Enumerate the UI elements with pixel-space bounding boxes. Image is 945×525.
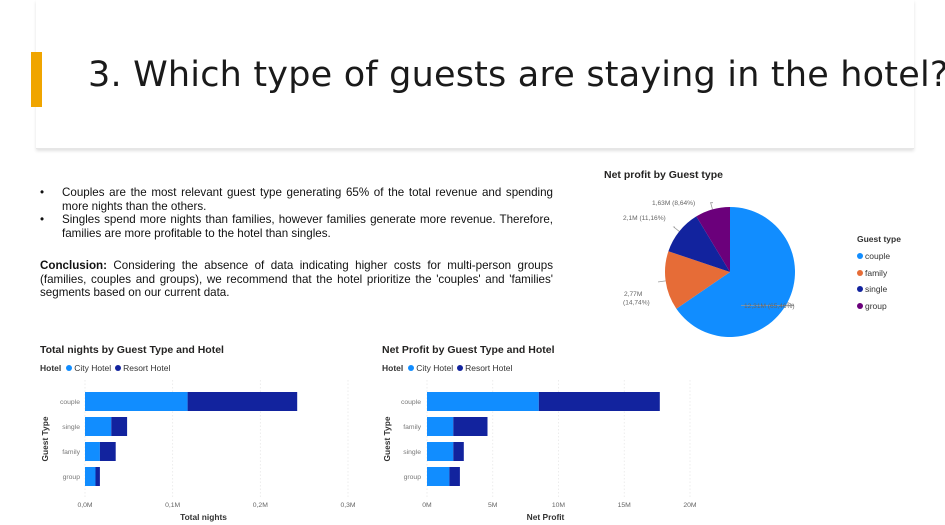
pie-legend[interactable]: Guest type couple family single group	[857, 234, 901, 314]
bullet-item: Couples are the most relevant guest type…	[40, 186, 553, 213]
pie-slice-group[interactable]	[696, 207, 730, 272]
legend-item-resort-hotel[interactable]: Resort Hotel	[115, 363, 170, 373]
bar-couple-city-hotel[interactable]	[85, 392, 188, 411]
y-tick-label: family	[403, 424, 421, 431]
bar-couple-resort-hotel[interactable]	[538, 392, 660, 411]
bar-group-resort-hotel[interactable]	[449, 467, 460, 486]
bar-group-city-hotel[interactable]	[85, 467, 96, 486]
bar-family-resort-hotel[interactable]	[453, 417, 488, 436]
x-tick-label: 10M	[552, 502, 566, 509]
profit-chart-title: Net Profit by Guest Type and Hotel	[382, 344, 555, 356]
legend-item-resort-hotel[interactable]: Resort Hotel	[457, 363, 512, 373]
bar-family-city-hotel[interactable]	[427, 417, 454, 436]
bar-single-resort-hotel[interactable]	[453, 442, 464, 461]
x-tick-label: 5M	[488, 502, 498, 509]
legend-label: City Hotel	[74, 363, 112, 373]
x-tick-label: 0M	[422, 502, 432, 509]
x-tick-label: 0,3M	[340, 502, 355, 509]
legend-dot-icon	[857, 253, 863, 260]
legend-item-city-hotel[interactable]: City Hotel	[408, 363, 453, 373]
slide-title: 3. Which type of guests are staying in t…	[88, 55, 945, 95]
pie-data-label: (14,74%)	[623, 300, 650, 307]
pie-leader-line	[658, 280, 666, 283]
legend-dot-icon	[857, 269, 863, 276]
conclusion-label: Conclusion:	[40, 259, 107, 272]
profit-chart-legend[interactable]: Hotel City Hotel Resort Hotel	[382, 363, 516, 373]
pie-leader-line	[672, 226, 680, 232]
y-tick-label: couple	[60, 399, 80, 406]
legend-item-group[interactable]: group	[857, 298, 901, 315]
legend-item-city-hotel[interactable]: City Hotel	[66, 363, 111, 373]
pie-leader-line	[741, 301, 794, 307]
bar-group-city-hotel[interactable]	[427, 467, 450, 486]
y-axis-label: Guest Type	[40, 416, 50, 461]
legend-title: Hotel	[382, 363, 404, 373]
pie-chart-title: Net profit by Guest type	[604, 169, 724, 181]
bar-single-resort-hotel[interactable]	[111, 417, 128, 436]
legend-item-couple[interactable]: couple	[857, 248, 901, 265]
legend-label: single	[865, 284, 888, 295]
pie-data-label: 2,1M (11,16%)	[623, 215, 666, 222]
pie-legend-title: Guest type	[857, 234, 901, 244]
y-tick-label: single	[403, 449, 421, 456]
pie-slice-family[interactable]	[665, 251, 730, 309]
x-tick-label: 20M	[683, 502, 697, 509]
legend-dot-icon	[857, 286, 863, 293]
legend-label: couple	[865, 251, 891, 262]
x-tick-label: 0,0M	[77, 502, 92, 509]
legend-label: group	[865, 300, 887, 311]
y-tick-label: group	[63, 474, 81, 481]
x-tick-label: 0,2M	[253, 502, 268, 509]
bullet-list: Couples are the most relevant guest type…	[40, 186, 553, 240]
bar-group-resort-hotel[interactable]	[95, 467, 100, 486]
legend-title: Hotel	[40, 363, 62, 373]
pie-data-label: 2,77M	[624, 291, 642, 298]
legend-item-single[interactable]: single	[857, 281, 901, 298]
bar-single-city-hotel[interactable]	[427, 442, 454, 461]
pie-data-label: 12,31M (65,46%)	[744, 303, 795, 310]
pie-slice-couple[interactable]	[676, 207, 796, 337]
y-tick-label: group	[404, 474, 422, 481]
bar-couple-city-hotel[interactable]	[427, 392, 539, 411]
bullet-item: Singles spend more nights than families,…	[40, 213, 553, 240]
x-tick-label: 15M	[618, 502, 632, 509]
legend-dot-icon	[408, 365, 415, 371]
bar-couple-resort-hotel[interactable]	[187, 392, 298, 411]
x-axis-label: Total nights	[180, 512, 227, 522]
bar-family-city-hotel[interactable]	[85, 442, 100, 461]
y-axis-label: Guest Type	[382, 416, 392, 461]
bar-single-city-hotel[interactable]	[85, 417, 112, 436]
legend-label: City Hotel	[416, 363, 454, 373]
nights-chart-title: Total nights by Guest Type and Hotel	[40, 344, 224, 356]
pie-leader-line	[710, 202, 713, 210]
title-accent-bar	[31, 52, 42, 107]
pie-data-label: 1,63M (8,64%)	[652, 200, 695, 207]
conclusion-paragraph: Conclusion: Considering the absence of d…	[40, 259, 553, 300]
bar-family-resort-hotel[interactable]	[99, 442, 116, 461]
conclusion-text: Considering the absence of data indicati…	[40, 259, 553, 299]
legend-item-family[interactable]: family	[857, 265, 901, 282]
y-tick-label: single	[62, 424, 80, 431]
legend-label: family	[865, 267, 888, 278]
legend-label: Resort Hotel	[123, 363, 171, 373]
title-card	[36, 0, 914, 149]
x-tick-label: 0,1M	[165, 502, 180, 509]
legend-dot-icon	[115, 365, 122, 371]
legend-dot-icon	[66, 365, 73, 371]
y-tick-label: couple	[401, 399, 421, 406]
y-tick-label: family	[62, 449, 80, 456]
x-axis-label: Net Profit	[527, 512, 565, 522]
legend-label: Resort Hotel	[465, 363, 513, 373]
legend-dot-icon	[457, 365, 464, 371]
nights-chart-legend[interactable]: Hotel City Hotel Resort Hotel	[40, 363, 174, 373]
legend-dot-icon	[857, 302, 863, 309]
pie-slice-single[interactable]	[668, 216, 730, 272]
